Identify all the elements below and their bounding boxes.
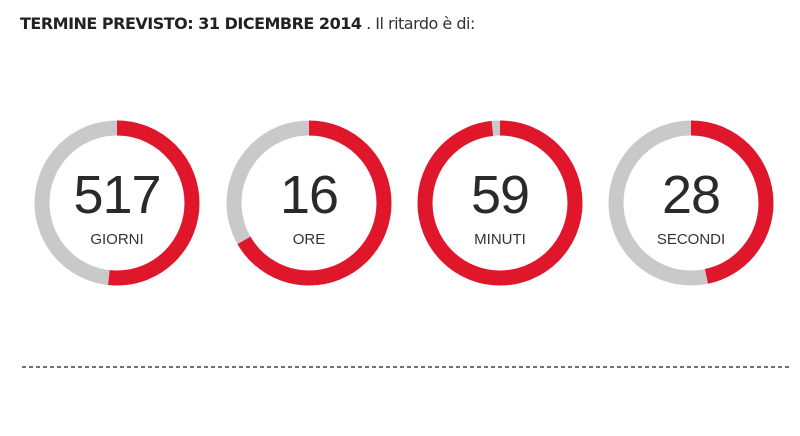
ring-progress [226, 120, 392, 286]
header: TERMINE PREVISTO: 31 DICEMBRE 2014 . Il … [20, 14, 475, 33]
counter-value: 28 [662, 165, 720, 225]
counter-value: 517 [73, 165, 160, 225]
ring-progress [34, 120, 200, 286]
header-label: TERMINE PREVISTO: 31 DICEMBRE 2014 [20, 14, 362, 33]
ring-progress [417, 120, 583, 286]
counter-label: GIORNI [90, 231, 143, 248]
counter-value: 16 [280, 165, 338, 225]
counter-label: ORE [293, 231, 326, 248]
counter-label: MINUTI [474, 231, 526, 248]
counter-label: SECONDI [657, 231, 725, 248]
ring-progress [608, 120, 774, 286]
counter-value: 59 [471, 165, 529, 225]
header-suffix: . Il ritardo è di: [366, 14, 475, 33]
